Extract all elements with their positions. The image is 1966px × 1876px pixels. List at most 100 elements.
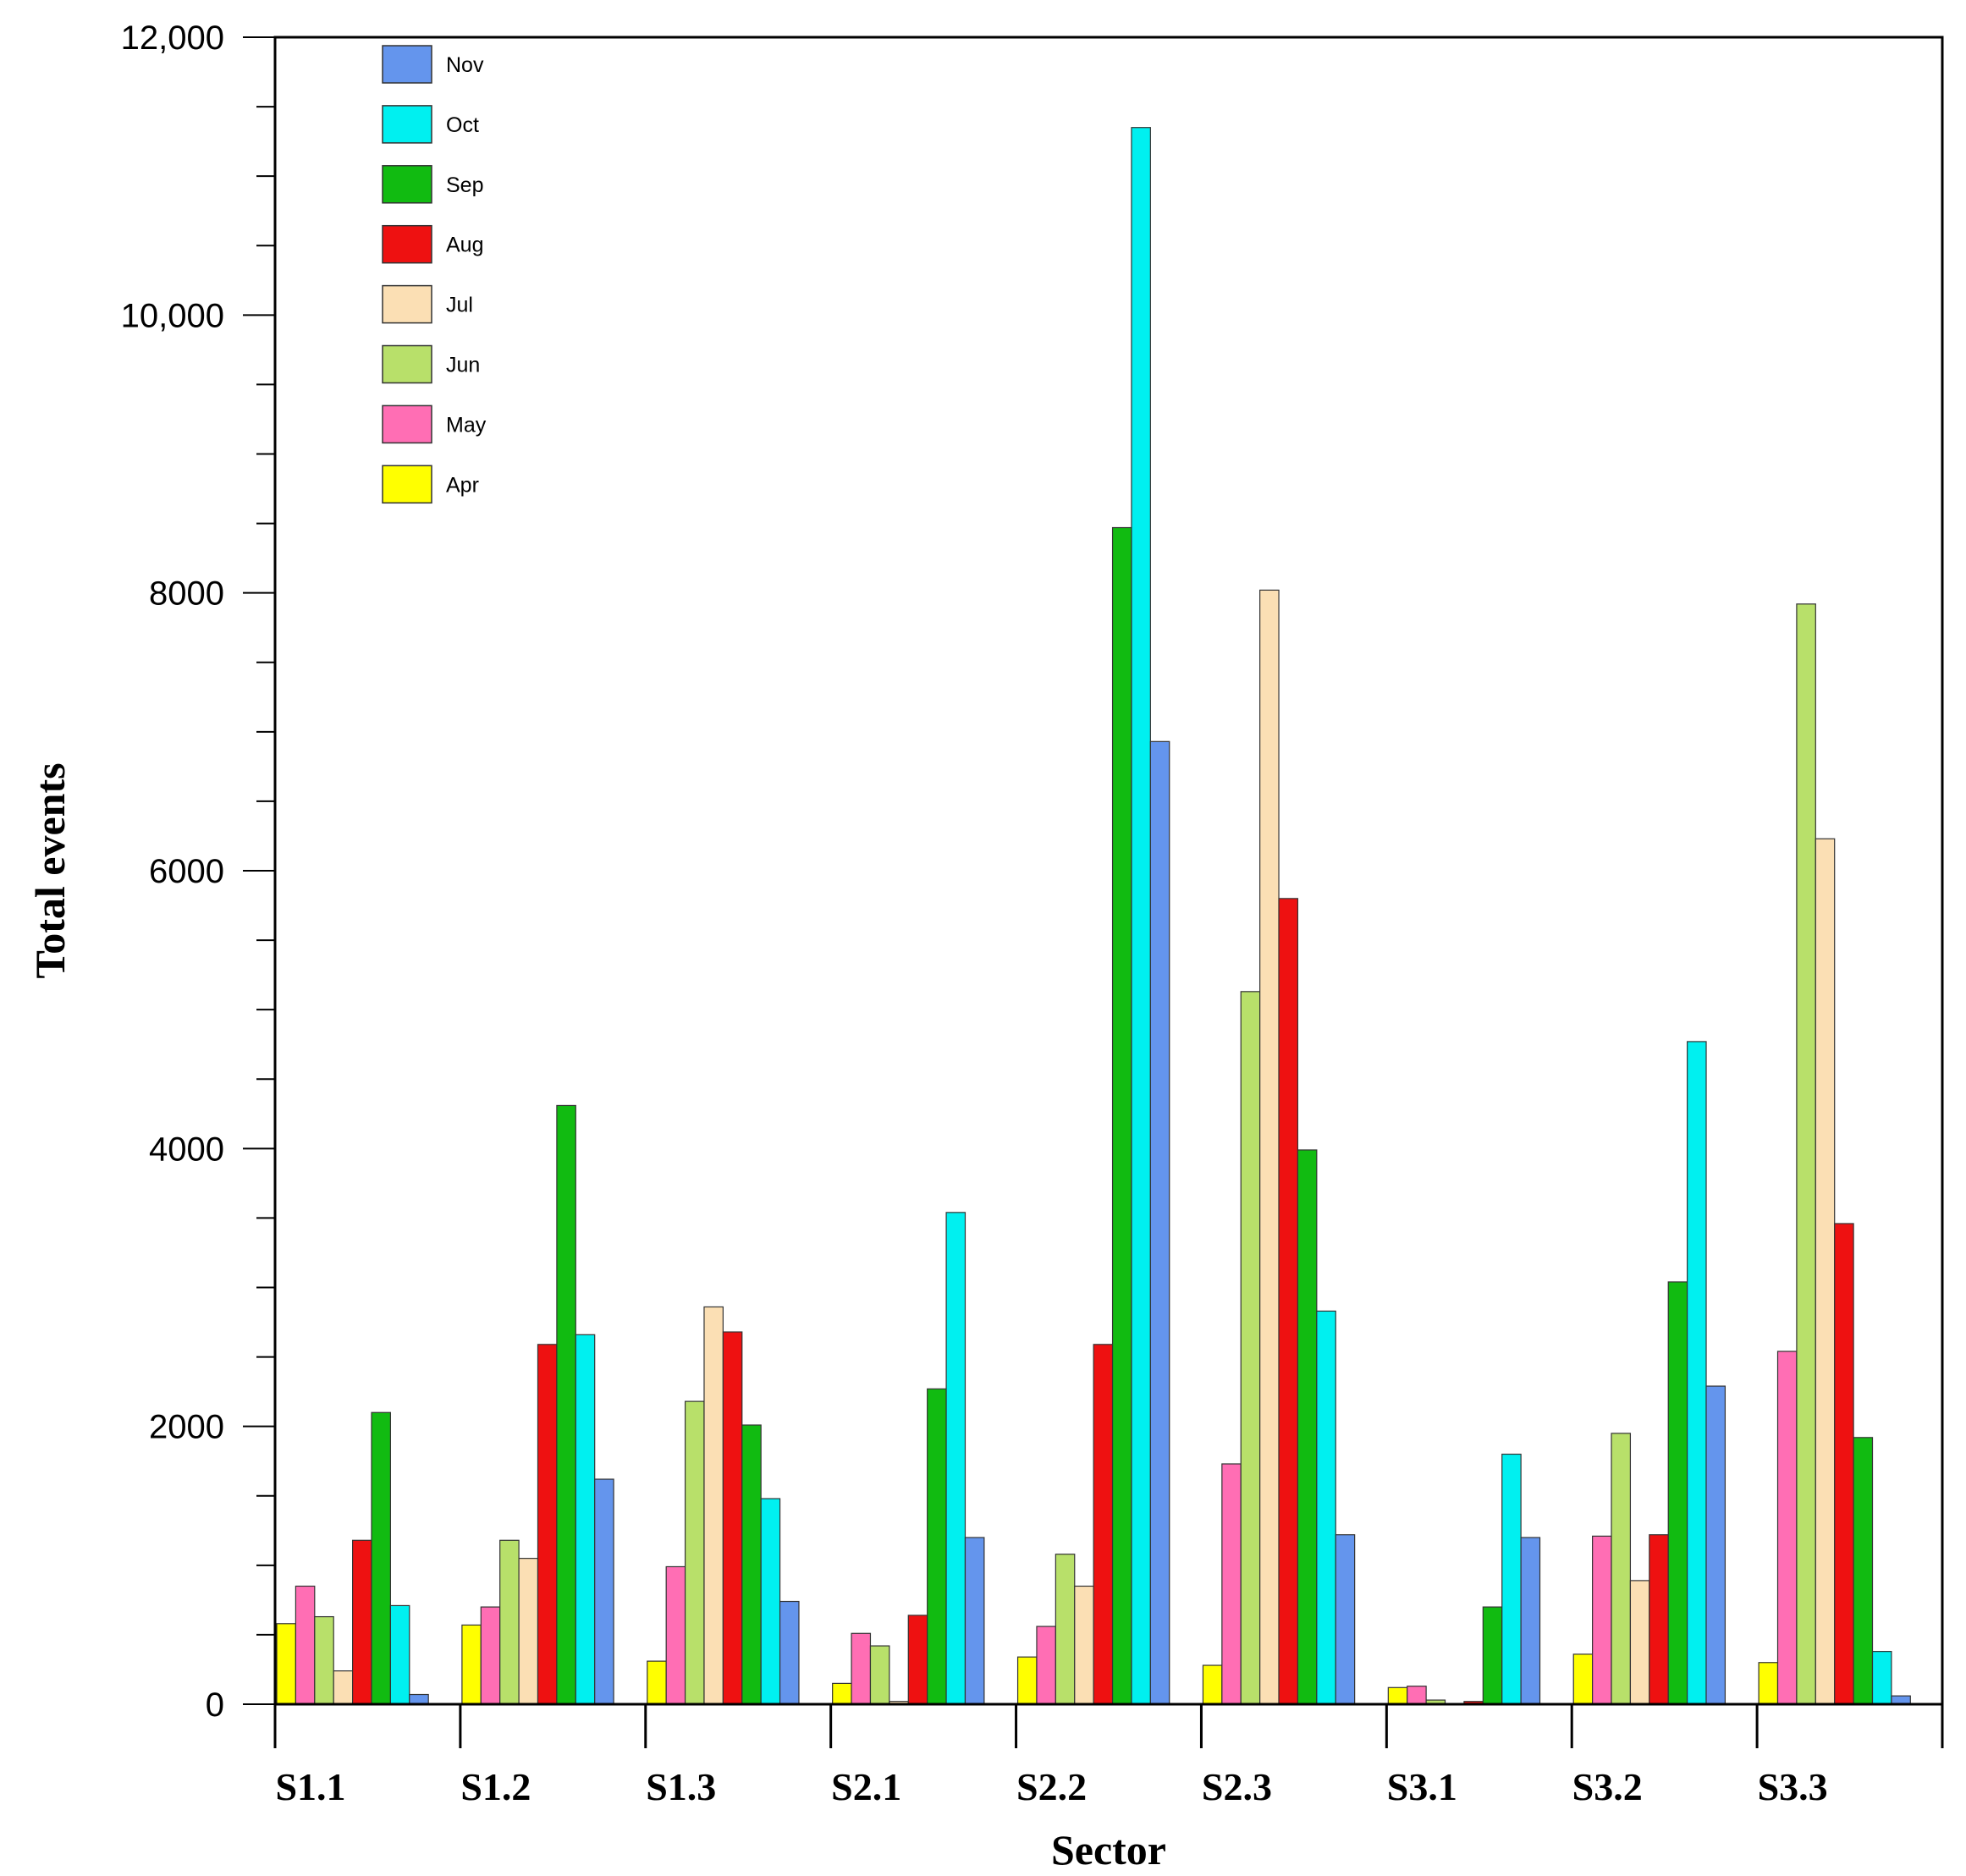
- bar-may-s1-2: [480, 1606, 501, 1705]
- bar-oct-s1-3: [760, 1498, 781, 1705]
- bar-apr-s3-2: [1572, 1653, 1594, 1705]
- legend: Nov Oct Sep Aug Jul Jun May Apr: [382, 45, 487, 504]
- bar-jun-s1-3: [684, 1400, 705, 1705]
- bar-apr-s2-2: [1016, 1656, 1038, 1705]
- bar-jul-s1-1: [333, 1670, 354, 1705]
- bar-apr-s2-3: [1202, 1664, 1223, 1705]
- bar-nov-s1-3: [779, 1600, 800, 1705]
- x-tick-label: S2.2: [1016, 1765, 1087, 1808]
- bar-nov-s3-1: [1520, 1537, 1541, 1705]
- bar-jun-s3-3: [1796, 603, 1816, 1705]
- bar-jul-s2-2: [1074, 1585, 1094, 1705]
- x-tick-label: S2.3: [1202, 1765, 1272, 1808]
- bar-aug-s3-3: [1834, 1223, 1854, 1705]
- bar-apr-s3-3: [1758, 1662, 1779, 1705]
- bar-nov-s1-1: [409, 1693, 429, 1705]
- bar-aug-s3-2: [1649, 1534, 1669, 1705]
- legend-swatch-nov: [382, 45, 432, 84]
- bar-may-s2-2: [1036, 1626, 1056, 1705]
- y-tick-label: 6000: [149, 853, 224, 890]
- bar-oct-s1-1: [389, 1604, 410, 1705]
- bar-apr-s1-1: [276, 1623, 296, 1705]
- x-tick-label: S3.1: [1387, 1765, 1457, 1808]
- bar-sep-s2-1: [927, 1388, 947, 1705]
- bar-may-s3-2: [1592, 1535, 1612, 1705]
- bar-aug-s1-3: [722, 1331, 743, 1705]
- bar-sep-s3-2: [1667, 1281, 1688, 1705]
- bar-oct-s2-3: [1316, 1310, 1336, 1705]
- bar-sep-s3-1: [1482, 1606, 1503, 1705]
- bar-aug-s2-1: [907, 1615, 928, 1705]
- bar-oct-s2-1: [945, 1212, 966, 1705]
- legend-swatch-sep: [382, 165, 432, 204]
- x-tick-label: S1.1: [275, 1765, 345, 1808]
- bar-jun-s2-2: [1055, 1554, 1076, 1705]
- bar-jun-s1-1: [314, 1615, 334, 1705]
- bar-jun-s3-2: [1611, 1433, 1632, 1705]
- x-tick-label: S3.3: [1758, 1765, 1828, 1808]
- legend-swatch-jul: [382, 284, 432, 324]
- bar-oct-s3-2: [1687, 1041, 1707, 1705]
- bar-may-s2-3: [1221, 1463, 1242, 1705]
- legend-swatch-oct: [382, 105, 432, 144]
- x-tick-label: S1.3: [646, 1765, 716, 1808]
- legend-label-sep: Sep: [446, 173, 483, 197]
- legend-swatch-jun: [382, 344, 432, 384]
- legend-label-apr: Apr: [446, 473, 479, 497]
- bar-oct-s3-1: [1501, 1453, 1522, 1705]
- legend-swatch-may: [382, 404, 432, 444]
- bar-nov-s2-2: [1149, 740, 1170, 1705]
- bar-oct-s3-3: [1871, 1651, 1892, 1705]
- legend-swatch-apr: [382, 465, 432, 504]
- bar-jul-s2-3: [1259, 589, 1280, 1705]
- y-axis-title: Total events: [26, 762, 74, 978]
- bar-oct-s1-2: [575, 1334, 596, 1705]
- bar-nov-s2-3: [1335, 1534, 1356, 1705]
- y-tick-label: 2000: [149, 1409, 224, 1446]
- bar-nov-s2-1: [964, 1537, 985, 1705]
- bar-jul-s3-3: [1815, 838, 1836, 1705]
- y-tick-label: 4000: [149, 1131, 224, 1168]
- bar-jun-s2-3: [1240, 991, 1261, 1705]
- x-tick-label: S3.2: [1572, 1765, 1643, 1808]
- y-tick-label: 12,000: [121, 19, 224, 57]
- axes-group: 0 2000 4000 6000 8000 10,000 12,000 S1.1 S1.2 S1.…: [121, 19, 1944, 1808]
- legend-label-aug: Aug: [446, 234, 483, 257]
- y-tick-label: 0: [206, 1686, 224, 1724]
- bar-aug-s2-3: [1278, 898, 1299, 1705]
- bar-may-s2-1: [851, 1632, 872, 1705]
- bar-aug-s1-2: [537, 1344, 558, 1705]
- bar-jul-s3-2: [1629, 1580, 1650, 1705]
- bar-sep-s1-1: [371, 1411, 391, 1705]
- x-tick-label: S2.1: [831, 1765, 901, 1808]
- bar-may-s1-1: [295, 1585, 316, 1705]
- bar-aug-s1-1: [352, 1539, 372, 1705]
- bar-nov-s1-2: [594, 1478, 614, 1705]
- bars-group: [276, 127, 1911, 1705]
- bar-jun-s1-2: [499, 1539, 520, 1705]
- x-tick-label: S1.2: [460, 1765, 531, 1808]
- legend-label-may: May: [446, 413, 487, 437]
- legend-label-nov: Nov: [446, 53, 484, 77]
- legend-swatch-aug: [382, 224, 432, 264]
- y-tick-label: 8000: [149, 575, 224, 613]
- bar-apr-s2-1: [832, 1682, 852, 1705]
- bar-oct-s2-2: [1131, 127, 1151, 1705]
- legend-label-oct: Oct: [446, 113, 479, 137]
- bar-apr-s1-3: [647, 1660, 667, 1705]
- legend-label-jul: Jul: [446, 294, 473, 317]
- bar-may-s3-3: [1776, 1351, 1798, 1705]
- x-axis-title: Sector: [1051, 1826, 1166, 1873]
- bar-sep-s2-2: [1111, 526, 1132, 1705]
- bar-aug-s2-2: [1093, 1344, 1114, 1705]
- y-tick-label: 10,000: [121, 297, 224, 334]
- legend-label-jun: Jun: [446, 354, 480, 377]
- bar-sep-s2-3: [1297, 1149, 1318, 1705]
- bar-apr-s3-1: [1387, 1686, 1408, 1705]
- bar-may-s1-3: [665, 1565, 686, 1705]
- bar-sep-s1-2: [556, 1104, 576, 1705]
- bar-jul-s1-3: [703, 1306, 724, 1705]
- bar-sep-s1-3: [741, 1424, 762, 1705]
- bar-sep-s3-3: [1853, 1437, 1874, 1705]
